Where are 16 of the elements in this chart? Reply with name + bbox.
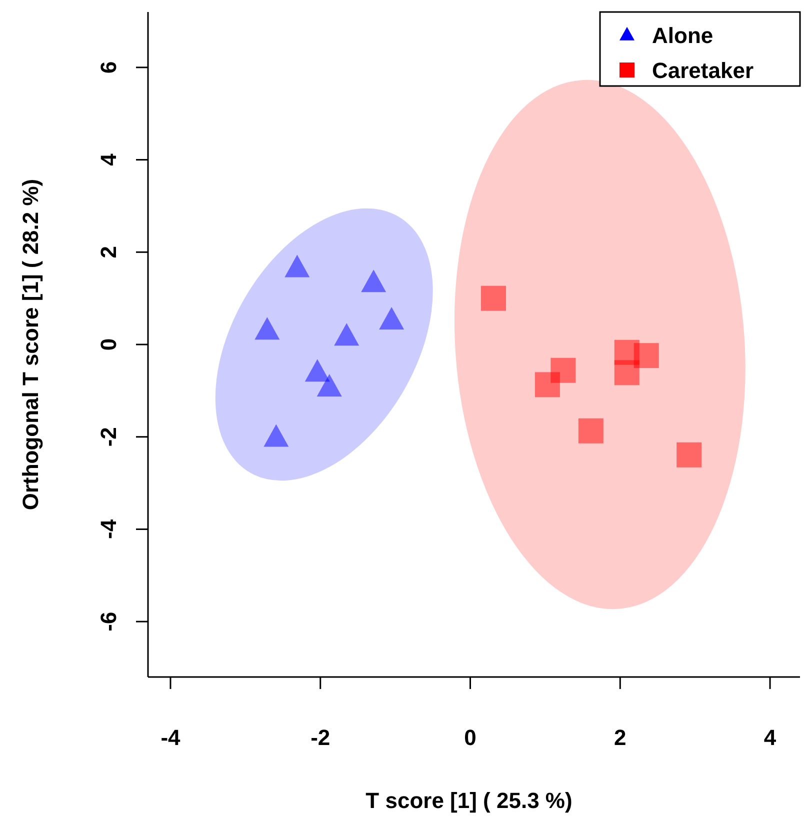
y-axis-title: Orthogonal T score [1] ( 28.2 %) xyxy=(18,178,43,510)
x-tick-label: -2 xyxy=(310,725,330,750)
x-tick-label: 2 xyxy=(614,725,626,750)
legend-label: Alone xyxy=(652,23,714,48)
x-tick-label: 0 xyxy=(464,725,476,750)
y-tick-label: -6 xyxy=(96,612,121,632)
y-tick-label: 2 xyxy=(96,246,121,258)
x-tick-label: -4 xyxy=(160,725,182,750)
y-tick-label: -2 xyxy=(96,427,121,447)
legend-label: Caretaker xyxy=(652,58,754,83)
y-tick-label: 6 xyxy=(96,61,121,74)
y-tick-label: -4 xyxy=(96,518,121,540)
x-axis-title: T score [1] ( 25.3 %) xyxy=(366,788,572,813)
x-tick-label: 4 xyxy=(764,725,777,750)
y-tick-label: 4 xyxy=(96,152,121,166)
y-tick-label: 0 xyxy=(96,338,121,351)
